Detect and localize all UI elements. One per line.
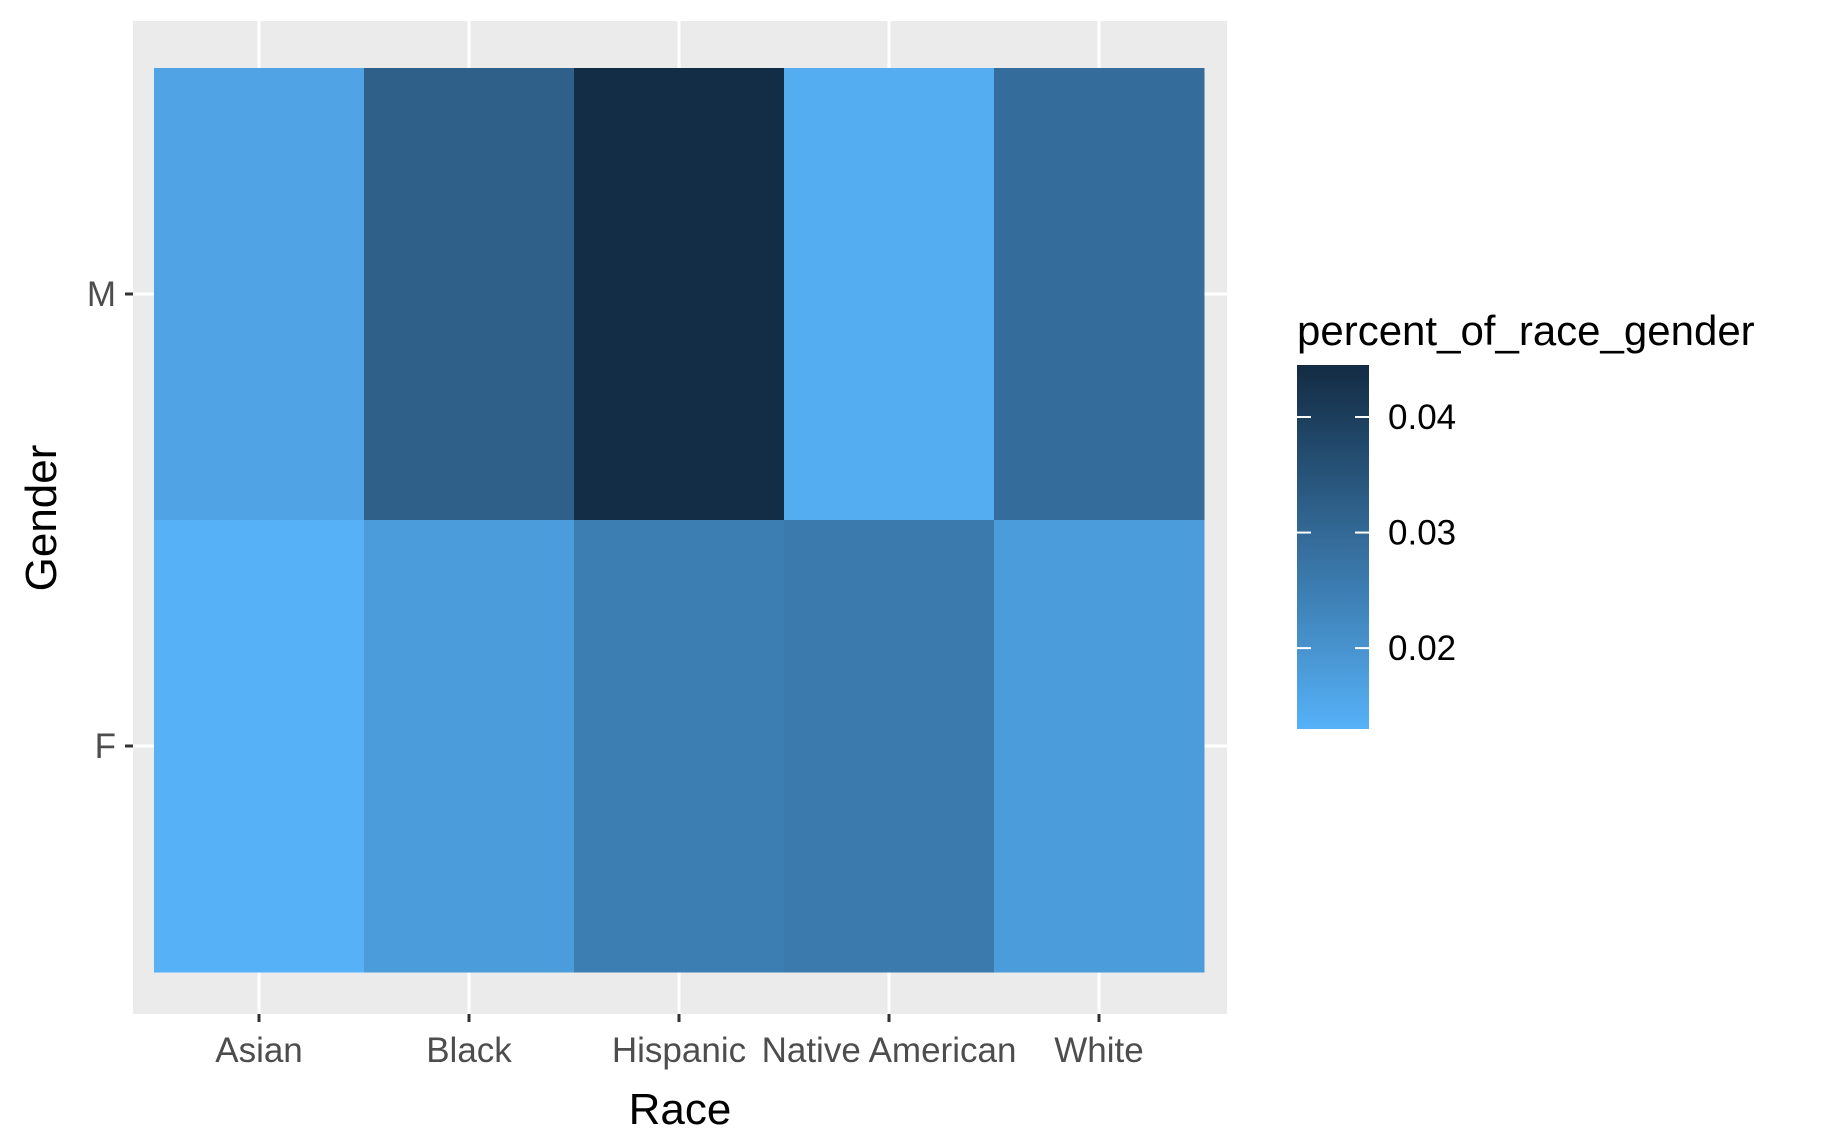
x-tick-label-asian: Asian [215, 1031, 303, 1070]
x-tick-label-native-american: Native American [762, 1031, 1017, 1070]
x-tick-label-black: Black [426, 1031, 512, 1070]
heatmap-cells [154, 68, 1205, 973]
cell-white-m [994, 68, 1205, 521]
cell-native-american-f [784, 520, 995, 973]
cell-native-american-m [784, 68, 995, 521]
x-axis: Asian Black Hispanic Native American White [215, 1014, 1144, 1070]
cell-hispanic-m [574, 68, 785, 521]
y-axis-title: Gender [17, 445, 66, 592]
y-tick-label-f: F [95, 727, 116, 766]
x-axis-title: Race [629, 1085, 732, 1134]
y-axis: FM [87, 275, 133, 766]
legend-colorbar [1297, 365, 1369, 729]
x-tick-label-white: White [1054, 1031, 1143, 1070]
cell-black-m [364, 68, 575, 521]
legend: percent_of_race_gender 0.02 0.03 0.04 [1297, 307, 1755, 729]
legend-title: percent_of_race_gender [1297, 307, 1755, 354]
cell-asian-m [154, 68, 365, 521]
x-tick-label-hispanic: Hispanic [612, 1031, 746, 1070]
legend-label-1: 0.03 [1388, 514, 1456, 553]
legend-ticks: 0.02 0.03 0.04 [1297, 398, 1456, 668]
legend-label-2: 0.04 [1388, 398, 1456, 437]
cell-asian-f [154, 520, 365, 973]
y-tick-label-m: M [87, 275, 116, 314]
cell-white-f [994, 520, 1205, 973]
cell-hispanic-f [574, 520, 785, 973]
legend-label-0: 0.02 [1388, 629, 1456, 668]
cell-black-f [364, 520, 575, 973]
